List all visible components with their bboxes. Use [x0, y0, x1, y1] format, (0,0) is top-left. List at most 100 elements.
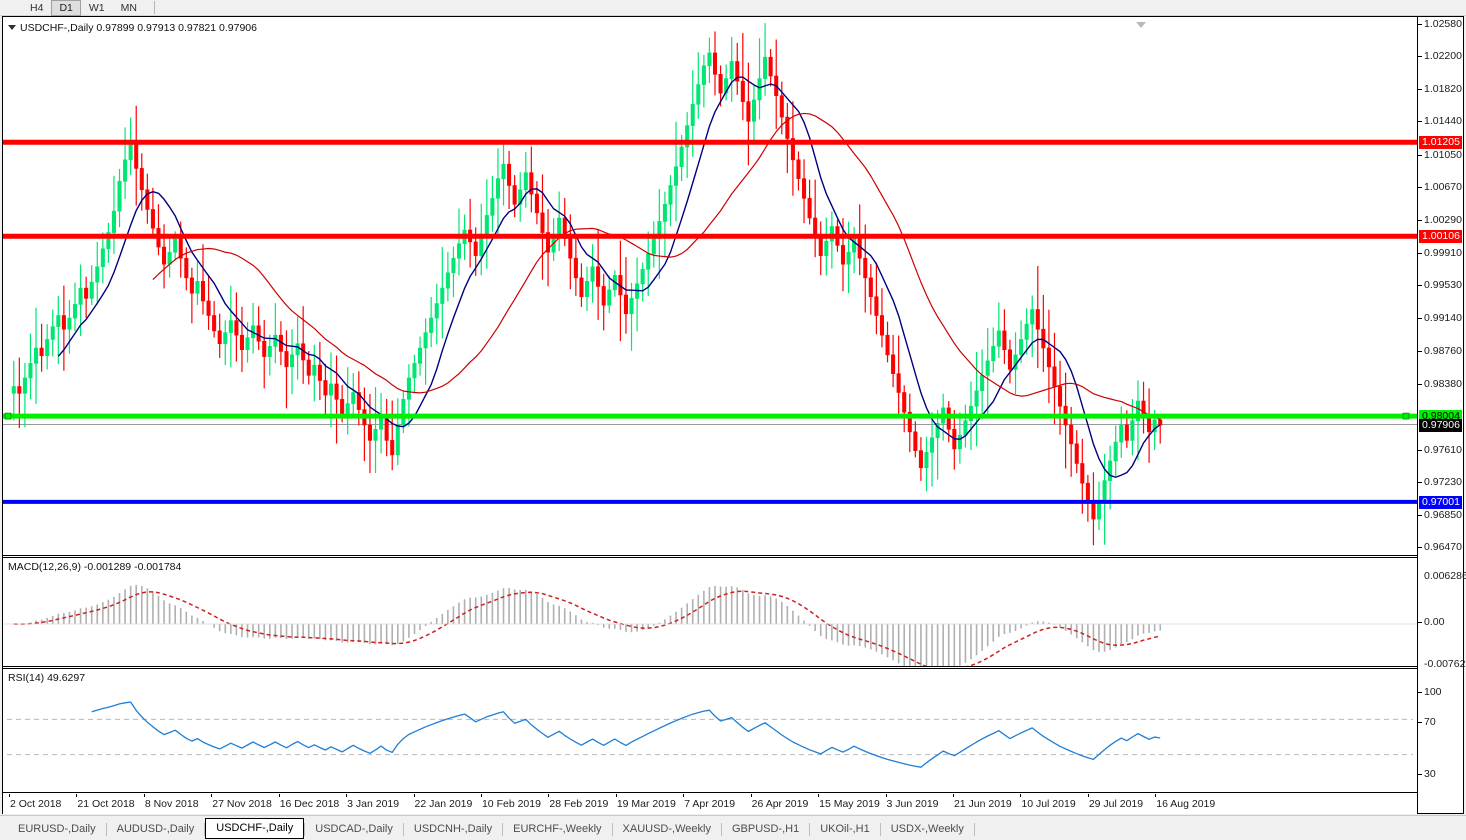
price-tick-label: 0.97610 [1424, 443, 1462, 456]
date-axis-tick [548, 794, 550, 797]
date-axis-label: 10 Feb 2019 [481, 798, 541, 810]
date-axis-label: 21 Oct 2018 [77, 798, 135, 810]
date-axis-tick [211, 794, 213, 797]
macd-tick-label: -0.00762 [1424, 658, 1466, 670]
price-tick-label: 1.00290 [1424, 213, 1462, 226]
price-tag-floor[interactable]: 0.97001 [1419, 496, 1462, 510]
symbol-ohlc-text: USDCHF-,Daily 0.97899 0.97913 0.97821 0.… [20, 22, 257, 34]
price-tick-label: 1.00670 [1424, 181, 1462, 194]
price-tick-label: 0.96470 [1424, 541, 1462, 554]
support-line-handle[interactable] [4, 412, 12, 420]
macd-label: MACD(12,26,9) -0.001289 -0.001784 [8, 561, 182, 573]
date-axis-tick [346, 794, 348, 797]
rsi-label: RSI(14) 49.6297 [8, 672, 86, 684]
date-axis-label: 28 Feb 2019 [549, 798, 609, 810]
price-tag-resistance[interactable]: 1.01205 [1419, 136, 1462, 150]
date-axis-tick [1155, 794, 1157, 797]
date-axis-label: 15 May 2019 [819, 798, 880, 810]
date-axis-label: 3 Jan 2019 [347, 798, 400, 810]
tab-separator [809, 823, 811, 836]
tab-separator [611, 823, 613, 836]
date-axis-label: 2 Oct 2018 [10, 798, 62, 810]
date-axis-tick [143, 794, 145, 797]
timeframe-button-h4[interactable]: H4 [30, 1, 44, 14]
chart-area[interactable]: USDCHF-,Daily 0.97899 0.97913 0.97821 0.… [2, 16, 1466, 814]
tab-separator [304, 823, 306, 836]
tab-separator [204, 823, 206, 836]
date-axis-tick [683, 794, 685, 797]
macd-chart-canvas[interactable] [3, 558, 1417, 666]
price-tick-label: 1.01050 [1424, 148, 1462, 161]
date-axis-label: 29 Jul 2019 [1088, 798, 1144, 810]
chart-tab-audusd-daily[interactable]: AUDUSD-,Daily [116, 823, 195, 835]
chart-tab-xauusd-weekly[interactable]: XAUUSD-,Weekly [622, 823, 711, 835]
price-tick-label: 0.99140 [1424, 312, 1462, 325]
timeframe-toolbar: H4 D1 W1 MN [0, 0, 1466, 16]
date-axis-tick [952, 794, 954, 797]
price-tick-label: 0.96850 [1424, 508, 1462, 521]
chart-tab-gbpusd-h1[interactable]: GBPUSD-,H1 [731, 823, 800, 835]
pane-collapse-icon[interactable] [1136, 22, 1146, 28]
price-tag-resistance[interactable]: 1.00106 [1419, 230, 1462, 244]
chart-tab-bar[interactable]: EURUSD-,Daily AUDUSD-,Daily USDCHF-,Daily U… [0, 815, 1466, 840]
toolbar-separator [153, 1, 155, 14]
price-pane[interactable]: USDCHF-,Daily 0.97899 0.97913 0.97821 0.… [3, 17, 1417, 556]
date-axis-label: 10 Jul 2019 [1021, 798, 1076, 810]
chart-tab-usdcad-daily[interactable]: USDCAD-,Daily [315, 823, 393, 835]
price-tick-label: 0.97230 [1424, 476, 1462, 489]
timeframe-button-d1[interactable]: D1 [51, 0, 81, 16]
date-axis-label: 7 Apr 2019 [684, 798, 736, 810]
rsi-chart-canvas[interactable] [3, 669, 1417, 792]
date-axis-tick [885, 794, 887, 797]
date-axis-label: 19 Mar 2019 [616, 798, 676, 810]
symbol-ohlc-label: USDCHF-,Daily 0.97899 0.97913 0.97821 0.… [8, 22, 257, 34]
support-line-handle-right[interactable] [1402, 412, 1410, 420]
macd-signal-line [13, 590, 1161, 666]
tab-separator [720, 823, 722, 836]
date-axis-label: 26 Apr 2019 [751, 798, 809, 810]
date-axis-tick [1087, 794, 1089, 797]
price-tick-label: 1.02580 [1424, 17, 1462, 30]
date-axis: 2 Oct 2018 21 Oct 2018 8 Nov 2018 27 Nov 20… [3, 794, 1417, 814]
price-tag-last[interactable]: 0.97906 [1419, 418, 1462, 432]
price-chart-canvas[interactable] [3, 17, 1417, 555]
date-axis-label: 21 Jun 2019 [953, 798, 1012, 810]
date-axis-tick [76, 794, 78, 797]
chart-tab-usdchf-daily[interactable]: USDCHF-,Daily [205, 818, 305, 839]
moving-average-slow [152, 112, 1161, 421]
rsi-tick-label: 30 [1424, 768, 1436, 780]
date-axis-tick [9, 794, 10, 797]
timeframe-button-w1[interactable]: W1 [88, 1, 105, 14]
date-axis-label: 16 Aug 2019 [1156, 798, 1216, 810]
rsi-tick-label: 100 [1424, 686, 1442, 698]
chart-tab-eurusd-daily[interactable]: EURUSD-,Daily [18, 823, 96, 835]
date-axis-label: 22 Jan 2019 [414, 798, 473, 810]
tab-separator [502, 823, 504, 836]
macd-tick-label: 0.00 [1424, 616, 1445, 628]
macd-pane[interactable]: MACD(12,26,9) -0.001289 -0.001784 [3, 557, 1417, 667]
rsi-pane[interactable]: RSI(14) 49.6297 [3, 668, 1417, 793]
price-tick-label: 0.99910 [1424, 246, 1462, 259]
chart-tab-ukoil-h1[interactable]: UKOil-,H1 [820, 823, 870, 835]
price-tick-label: 1.01440 [1424, 115, 1462, 128]
tab-separator [879, 823, 881, 836]
date-axis-label: 27 Nov 2018 [212, 798, 272, 810]
timeframe-button-mn[interactable]: MN [120, 1, 137, 14]
date-axis-tick [615, 794, 617, 797]
chart-tab-eurchf-weekly[interactable]: EURCHF-,Weekly [513, 823, 602, 835]
timeframe-button-group: H4 D1 W1 MN [22, 0, 155, 16]
rsi-tick-label: 70 [1424, 716, 1436, 728]
date-axis-tick [480, 794, 482, 797]
price-tick-label: 0.98760 [1424, 345, 1462, 358]
price-scale[interactable]: 1.02580 1.02200 1.01820 1.01440 1.01050 1.006… [1417, 17, 1466, 813]
chart-tab-usdx-weekly[interactable]: USDX-,Weekly [890, 823, 964, 835]
date-axis-label: 3 Jun 2019 [886, 798, 939, 810]
chart-tab-usdcnh-daily[interactable]: USDCNH-,Daily [413, 823, 493, 835]
date-axis-tick [818, 794, 820, 797]
price-tick-label: 0.98380 [1424, 377, 1462, 390]
candlestick-series [11, 23, 1163, 546]
tab-separator [105, 823, 107, 836]
collapse-triangle-icon[interactable] [8, 24, 16, 30]
price-tick-label: 0.99530 [1424, 279, 1462, 292]
date-axis-tick [1020, 794, 1022, 797]
